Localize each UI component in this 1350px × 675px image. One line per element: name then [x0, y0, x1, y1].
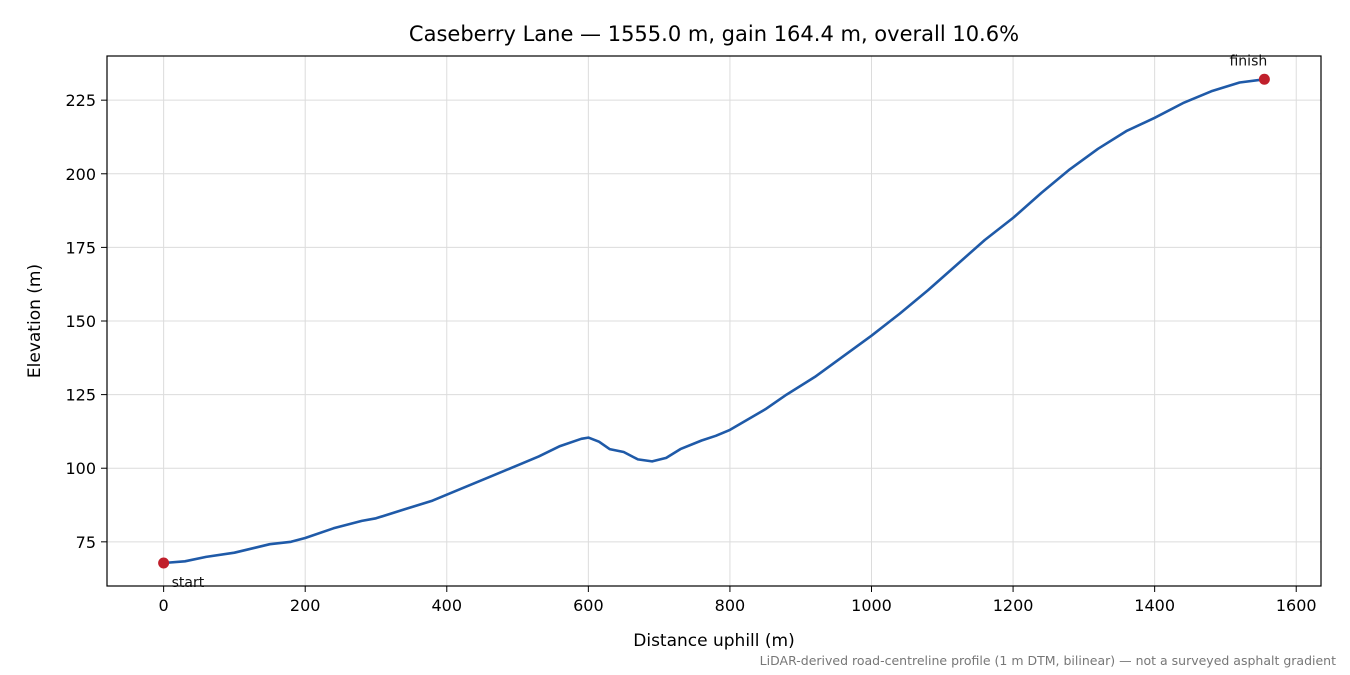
grid-lines — [107, 56, 1321, 586]
start-label: start — [172, 575, 205, 591]
plot-frame — [106, 55, 1322, 587]
y-tick-label: 150 — [65, 312, 96, 331]
axis-ticks: 0 200 400 600 800 1000 1200 1400 1600 75 100 125 150… — [65, 91, 1316, 615]
elevation-profile-line — [162, 78, 1266, 565]
start-marker — [158, 557, 170, 569]
x-tick-label: 200 — [290, 596, 321, 615]
x-tick-label: 1600 — [1276, 596, 1317, 615]
x-tick-label: 1000 — [851, 596, 892, 615]
y-tick-label: 75 — [76, 533, 96, 552]
x-tick-label: 600 — [573, 596, 604, 615]
y-tick-label: 225 — [65, 91, 96, 110]
footnote: LiDAR-derived road-centreline profile (1… — [760, 653, 1336, 668]
chart-title: Caseberry Lane — 1555.0 m, gain 164.4 m,… — [409, 22, 1019, 46]
y-tick-label: 125 — [65, 386, 96, 405]
finish-label: finish — [1229, 53, 1267, 69]
y-tick-label: 200 — [65, 165, 96, 184]
x-tick-label: 800 — [715, 596, 746, 615]
y-axis-label: Elevation (m) — [25, 264, 45, 378]
x-axis-label: Distance uphill (m) — [633, 631, 794, 651]
x-tick-label: 400 — [432, 596, 463, 615]
y-tick-label: 100 — [65, 459, 96, 478]
x-tick-label: 0 — [159, 596, 169, 615]
x-tick-label: 1400 — [1134, 596, 1175, 615]
x-tick-label: 1200 — [993, 596, 1034, 615]
y-tick-label: 175 — [65, 238, 96, 257]
finish-marker — [1258, 73, 1270, 85]
plot-area: start finish — [158, 53, 1270, 591]
